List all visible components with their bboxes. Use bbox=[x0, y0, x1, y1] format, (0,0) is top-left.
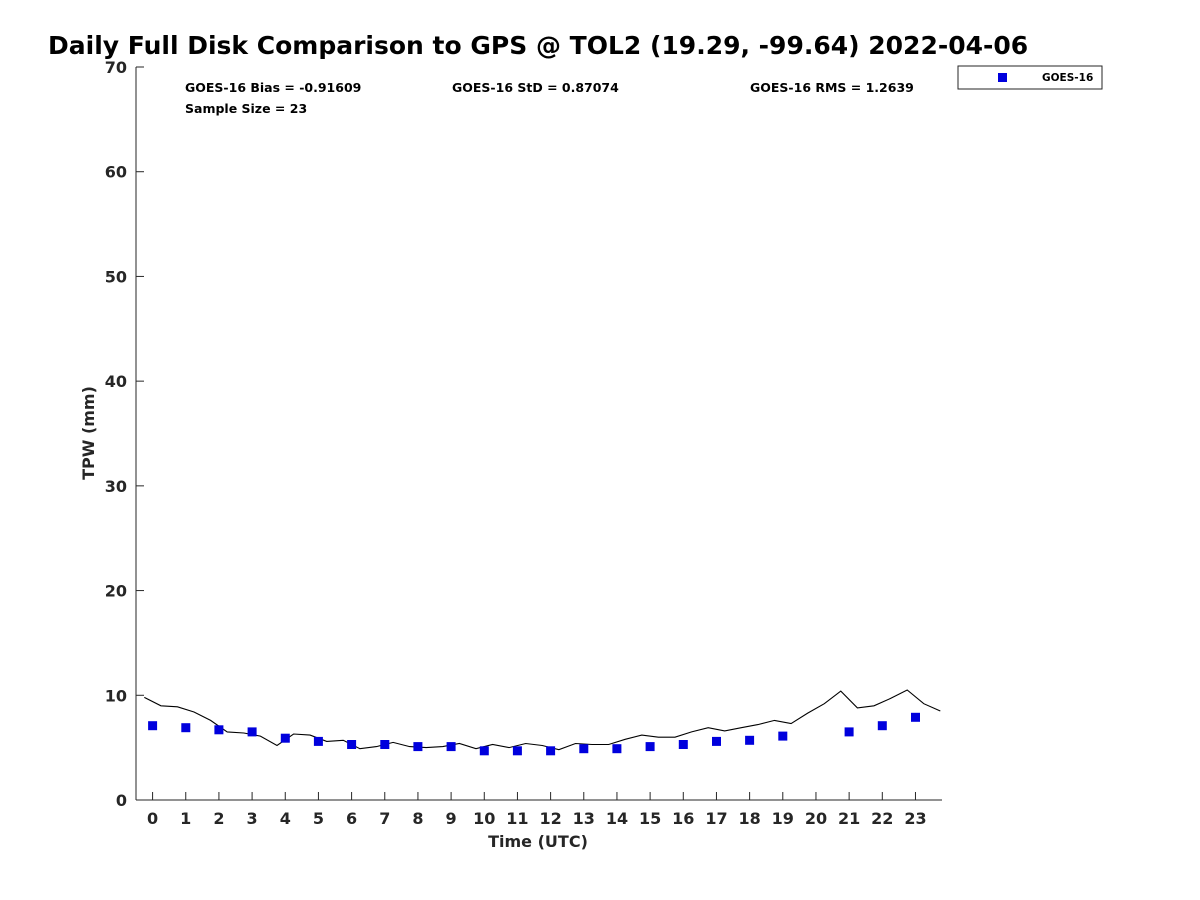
sample-size-stat: Sample Size = 23 bbox=[185, 101, 307, 116]
x-tick-label: 9 bbox=[446, 809, 457, 828]
x-tick-label: 18 bbox=[738, 809, 760, 828]
y-tick-label: 70 bbox=[105, 58, 127, 77]
goes-16-point bbox=[446, 742, 456, 752]
x-tick-label: 11 bbox=[506, 809, 528, 828]
x-tick-label: 16 bbox=[672, 809, 694, 828]
goes-16-point bbox=[712, 736, 721, 746]
x-tick-label: 1 bbox=[180, 809, 191, 828]
goes-16-point bbox=[911, 712, 920, 722]
legend: GOES-16 bbox=[957, 65, 1103, 90]
y-axis-ticks: 0 10 20 30 40 50 60 70 bbox=[105, 58, 144, 810]
x-tick-label: 10 bbox=[473, 809, 495, 828]
goes-16-point bbox=[313, 736, 323, 746]
x-tick-label: 4 bbox=[280, 809, 291, 828]
chart-title: Daily Full Disk Comparison to GPS @ TOL2… bbox=[48, 31, 1028, 60]
x-tick-label: 6 bbox=[346, 809, 357, 828]
y-tick-label: 30 bbox=[105, 477, 127, 496]
std-stat: GOES-16 StD = 0.87074 bbox=[452, 80, 619, 95]
x-tick-label: 22 bbox=[871, 809, 893, 828]
gps-line bbox=[144, 689, 941, 751]
goes-16-point bbox=[877, 721, 887, 731]
goes-16-point bbox=[413, 742, 423, 752]
goes-16-point bbox=[844, 727, 854, 737]
x-tick-label: 0 bbox=[147, 809, 158, 828]
x-axis-label: Time (UTC) bbox=[488, 832, 588, 851]
x-tick-label: 19 bbox=[772, 809, 794, 828]
y-tick-label: 40 bbox=[105, 372, 127, 391]
goes-16-point bbox=[247, 727, 257, 737]
x-tick-label: 2 bbox=[213, 809, 224, 828]
goes-16-point bbox=[512, 746, 522, 756]
y-tick-label: 10 bbox=[105, 686, 127, 705]
x-tick-label: 13 bbox=[573, 809, 595, 828]
y-axis-label: TPW (mm) bbox=[79, 386, 98, 480]
rms-stat: GOES-16 RMS = 1.2639 bbox=[750, 80, 914, 95]
y-tick-label: 0 bbox=[116, 791, 127, 810]
x-axis-ticks: 0 1 2 3 4 5 6 7 8 9 10 11 12 13 14 15 16 17 18 19 20 21 22 23 bbox=[147, 792, 927, 828]
x-tick-label: 20 bbox=[805, 809, 827, 828]
x-tick-label: 15 bbox=[639, 809, 661, 828]
goes-16-point bbox=[645, 742, 655, 752]
x-tick-label: 5 bbox=[313, 809, 324, 828]
goes-16-point bbox=[347, 740, 357, 749]
goes-16-point bbox=[678, 740, 688, 749]
goes-16-point bbox=[612, 744, 622, 754]
goes-16-point bbox=[546, 746, 556, 756]
x-tick-label: 23 bbox=[904, 809, 926, 828]
x-tick-label: 14 bbox=[606, 809, 628, 828]
goes-16-point bbox=[181, 723, 191, 733]
legend-box bbox=[957, 65, 1103, 90]
goes-16-point bbox=[778, 731, 788, 741]
goes-16-point bbox=[479, 746, 489, 756]
bias-stat: GOES-16 Bias = -0.91609 bbox=[185, 80, 361, 95]
legend-marker-goes-16 bbox=[998, 73, 1007, 82]
x-tick-label: 12 bbox=[539, 809, 561, 828]
goes-16-point bbox=[745, 735, 755, 745]
x-tick-label: 3 bbox=[247, 809, 258, 828]
x-tick-label: 17 bbox=[705, 809, 727, 828]
goes-16-series bbox=[148, 712, 920, 756]
y-tick-label: 20 bbox=[105, 582, 127, 601]
goes-16-point bbox=[148, 721, 158, 731]
y-tick-label: 60 bbox=[105, 163, 127, 182]
y-tick-label: 50 bbox=[105, 267, 127, 286]
legend-label-goes-16: GOES-16 bbox=[1042, 72, 1093, 84]
goes-16-point bbox=[380, 740, 390, 749]
goes-16-point bbox=[280, 733, 290, 743]
goes-16-point bbox=[579, 744, 589, 754]
x-tick-label: 21 bbox=[838, 809, 860, 828]
goes-16-point bbox=[214, 725, 224, 735]
x-tick-label: 7 bbox=[379, 809, 390, 828]
gps-line-series bbox=[144, 689, 941, 751]
x-tick-label: 8 bbox=[412, 809, 423, 828]
axes bbox=[135, 67, 942, 801]
